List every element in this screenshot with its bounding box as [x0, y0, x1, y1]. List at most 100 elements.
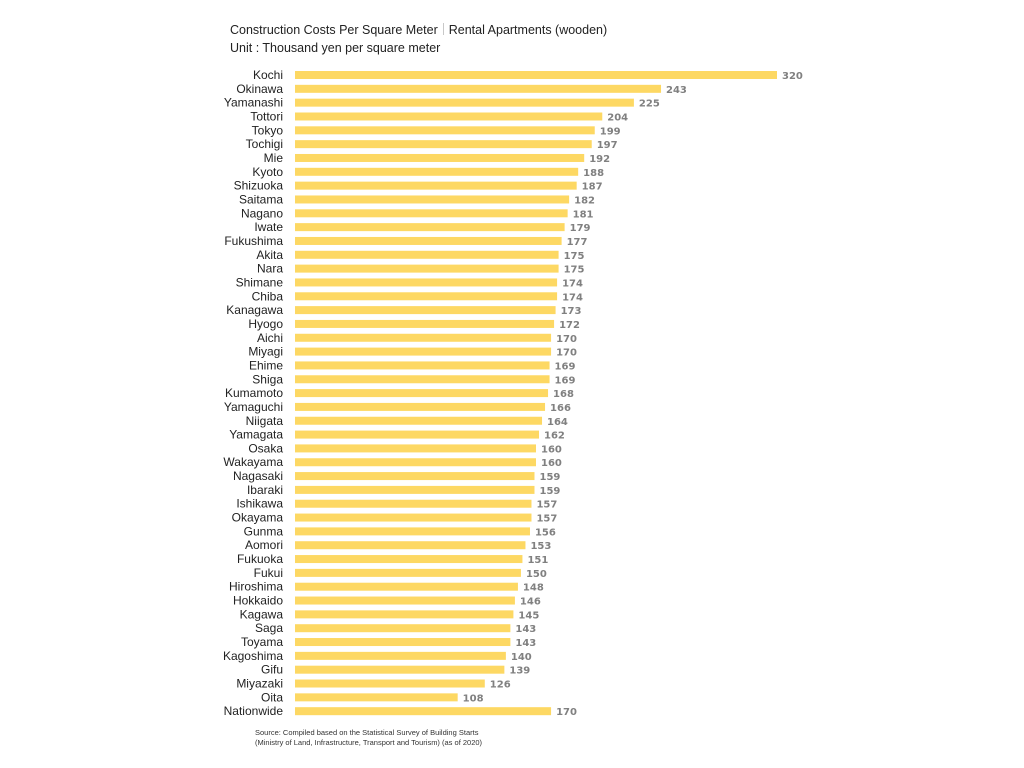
category-label: Chiba: [252, 289, 284, 303]
bar: [295, 236, 562, 245]
bar: [295, 333, 552, 342]
bar: [295, 458, 536, 467]
bar: [295, 596, 515, 605]
value-label: 159: [539, 472, 560, 483]
value-label: 160: [541, 458, 562, 469]
value-label: 177: [567, 237, 588, 248]
value-label: 166: [550, 403, 571, 414]
bar: [295, 638, 511, 647]
bar: [295, 195, 570, 204]
category-label: Saga: [255, 621, 283, 635]
category-label: Gunma: [244, 524, 284, 538]
bar: [295, 361, 550, 370]
category-label: Kochi: [253, 68, 283, 82]
value-label: 170: [556, 707, 577, 718]
value-label: 168: [553, 389, 574, 400]
category-label: Nationwide: [224, 704, 284, 718]
category-label: Toyama: [241, 635, 283, 649]
bar: [295, 264, 559, 273]
value-label: 192: [589, 154, 610, 165]
category-label: Gifu: [261, 663, 283, 677]
chart-title-line: Construction Costs Per Square Meter Renta…: [230, 23, 607, 37]
title-separator: [442, 23, 444, 35]
value-label: 182: [574, 195, 595, 206]
category-label: Yamagata: [229, 428, 283, 442]
value-label: 153: [530, 541, 551, 552]
category-label: Okayama: [232, 511, 284, 525]
value-label: 199: [600, 126, 621, 137]
category-label: Nagano: [241, 206, 283, 220]
bar: [295, 693, 458, 702]
category-label: Mie: [264, 151, 284, 165]
category-label: Iwate: [254, 220, 283, 234]
category-label: Fukushima: [224, 234, 283, 248]
value-label: 179: [570, 223, 591, 234]
category-label: Yamaguchi: [224, 400, 283, 414]
value-label: 181: [573, 209, 594, 220]
value-label: 148: [523, 583, 544, 594]
category-label: Akita: [256, 248, 283, 262]
category-label: Shiga: [252, 372, 283, 386]
value-label: 156: [535, 527, 556, 538]
value-label: 108: [463, 693, 484, 704]
bar: [295, 209, 568, 218]
value-label: 126: [490, 680, 511, 691]
bar: [295, 472, 535, 481]
category-label: Hiroshima: [229, 580, 283, 594]
value-label: 174: [562, 292, 583, 303]
bar: [295, 347, 552, 356]
value-label: 243: [666, 85, 687, 96]
category-label: Ibaraki: [247, 483, 283, 497]
category-label: Kanagawa: [226, 303, 283, 317]
bar: [295, 499, 532, 508]
category-label: Ishikawa: [236, 497, 283, 511]
value-label: 175: [564, 265, 585, 276]
value-label: 170: [556, 334, 577, 345]
value-label: 160: [541, 444, 562, 455]
bar: [295, 112, 603, 121]
bar: [295, 430, 540, 439]
value-label: 162: [544, 431, 565, 442]
category-label: Fukui: [254, 566, 283, 580]
unit-label: Unit : Thousand yen per square meter: [230, 41, 441, 55]
category-label: Aomori: [245, 538, 283, 552]
category-label: Tokyo: [252, 123, 284, 137]
value-label: 187: [582, 182, 603, 193]
bar: [295, 402, 546, 411]
value-label: 225: [639, 99, 660, 110]
category-label: Fukuoka: [237, 552, 283, 566]
bar: [295, 610, 514, 619]
value-label: 188: [583, 168, 604, 179]
bar: [295, 444, 536, 453]
category-label: Miyazaki: [236, 677, 283, 691]
source-line-2: (Ministry of Land, Infrastructure, Trans…: [255, 738, 483, 747]
chart-title: Construction Costs Per Square Meter: [230, 23, 438, 37]
value-label: 143: [515, 624, 536, 635]
category-label: Tottori: [250, 109, 283, 123]
value-label: 204: [607, 112, 628, 123]
bar: [295, 153, 585, 162]
category-label: Okinawa: [236, 82, 283, 96]
bar: [295, 665, 505, 674]
source-line-1: Source: Compiled based on the Statistica…: [255, 728, 479, 737]
bar: [295, 416, 543, 425]
bar: [295, 250, 559, 259]
bar: [295, 707, 552, 716]
value-label: 145: [518, 610, 539, 621]
category-label: Tochigi: [246, 137, 283, 151]
category-label: Shizuoka: [234, 179, 284, 193]
value-label: 164: [547, 417, 568, 428]
value-label: 146: [520, 597, 541, 608]
bar: [295, 541, 526, 550]
bar: [295, 306, 556, 315]
value-label: 174: [562, 278, 583, 289]
bar: [295, 292, 558, 301]
chart-subtitle: Rental Apartments (wooden): [448, 23, 608, 37]
bar: [295, 223, 565, 232]
value-label: 139: [509, 666, 530, 677]
bar: [295, 513, 532, 522]
bar: [295, 568, 521, 577]
value-label: 169: [555, 361, 576, 372]
